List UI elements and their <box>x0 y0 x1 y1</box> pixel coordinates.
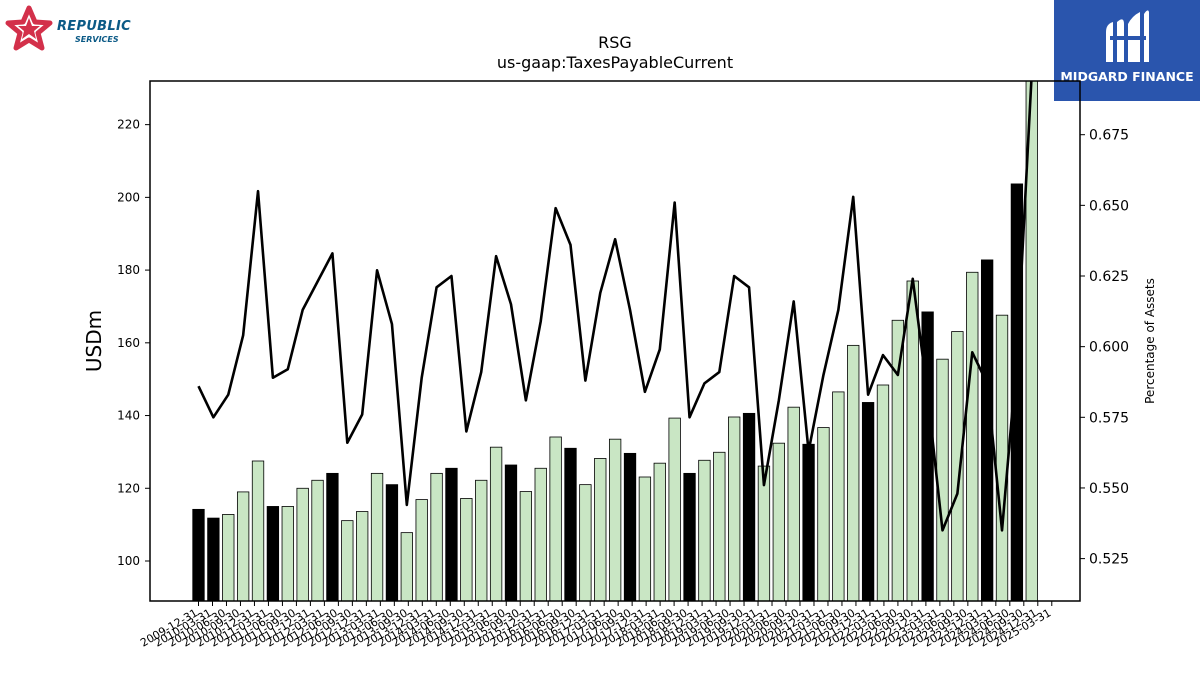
star-icon <box>5 5 53 51</box>
bar-2017-03-31 <box>623 452 637 601</box>
bar-2021-03-31 <box>861 402 875 601</box>
bar-2016-03-31 <box>564 447 577 601</box>
bar-2023-06-30 <box>995 314 1009 601</box>
bar-2010-12-31 <box>251 460 265 601</box>
republic-brand-text: REPUBLIC <box>57 19 131 34</box>
bar-2023-09-30 <box>1010 183 1024 601</box>
bar-2018-03-31 <box>683 472 696 601</box>
bar-2014-03-31 <box>445 467 458 601</box>
bar-2020-12-31 <box>847 344 860 601</box>
bar-2011-09-30 <box>296 487 309 601</box>
bar-2012-03-31 <box>326 472 339 601</box>
bar-2018-06-30 <box>698 459 711 601</box>
bar-2017-06-30 <box>638 476 652 601</box>
y2-tick-label: 0.575 <box>1089 410 1129 426</box>
bar-2013-09-30 <box>415 499 428 601</box>
bar-2012-06-30 <box>341 520 354 601</box>
bar-2014-09-30 <box>475 479 488 601</box>
bar-2010-03-31 <box>207 517 220 601</box>
bar-2022-06-30 <box>936 358 949 601</box>
bar-2020-09-30 <box>832 391 845 601</box>
bar-2016-06-30 <box>579 484 592 601</box>
bar-2015-09-30 <box>534 467 547 601</box>
y-tick-label: 120 <box>117 481 140 495</box>
line-series <box>197 81 1033 532</box>
republic-sub-text: SERVICES <box>75 35 119 44</box>
midgard-icon <box>1106 10 1149 62</box>
bar-2014-12-31 <box>489 446 503 601</box>
midgard-brand-text: MIDGARD FINANCE <box>1060 69 1194 84</box>
bar-2022-09-30 <box>951 331 964 601</box>
bar-2011-12-31 <box>311 479 324 601</box>
bar-2023-12-31 <box>1025 81 1038 601</box>
bar-2013-06-30 <box>400 532 413 601</box>
bar-2015-06-30 <box>519 491 533 601</box>
bar-2018-12-31 <box>728 416 741 601</box>
bar-2017-09-30 <box>653 462 666 601</box>
y2-axis: 0.525 0.550 0.575 0.600 0.625 0.650 0.675 <box>1080 128 1129 568</box>
bar-2018-09-30 <box>713 451 726 601</box>
y2-tick-label: 0.625 <box>1089 269 1129 285</box>
y-tick-label: 100 <box>117 554 140 568</box>
bar-2021-06-30 <box>876 384 890 601</box>
bar-2020-06-30 <box>817 427 830 601</box>
bar-2015-12-31 <box>549 436 562 601</box>
y-axis: 100 120 140 160 180 200 220 <box>117 118 150 568</box>
y2-tick-label: 0.550 <box>1089 481 1129 497</box>
bar-2015-03-31 <box>504 464 518 601</box>
bar-2019-09-30 <box>772 442 785 601</box>
bar-2020-03-31 <box>802 443 815 601</box>
y-tick-label: 160 <box>117 336 140 350</box>
y-tick-label: 200 <box>117 190 140 204</box>
midgard-finance-logo: MIDGARD FINANCE <box>1054 0 1200 101</box>
bar-2011-03-31 <box>266 506 280 601</box>
bar-2019-12-31 <box>787 406 800 601</box>
chart-title: RSG <box>598 33 632 52</box>
y-tick-label: 220 <box>117 118 140 132</box>
plot-frame <box>149 80 1081 602</box>
bar-2016-09-30 <box>594 458 607 601</box>
bar-2010-06-30 <box>222 514 235 601</box>
x-axis: 2009-12-312010-03-312010-06-302010-09-30… <box>138 601 1053 650</box>
bar-series <box>192 81 1038 601</box>
y2-axis-label: Percentage of Assets <box>1143 278 1157 404</box>
bar-2013-03-31 <box>385 484 399 601</box>
bar-2021-12-31 <box>906 280 919 601</box>
bar-2019-03-31 <box>742 412 756 601</box>
bar-2009-12-31 <box>192 508 205 601</box>
y2-tick-label: 0.600 <box>1089 340 1129 356</box>
bar-2014-06-30 <box>460 498 473 601</box>
bar-2021-09-30 <box>891 319 905 601</box>
bar-2010-09-30 <box>236 491 250 601</box>
y2-tick-label: 0.525 <box>1089 552 1129 568</box>
y2-tick-label: 0.650 <box>1089 198 1129 214</box>
chart-subtitle: us-gaap:TaxesPayableCurrent <box>497 53 733 72</box>
republic-services-logo: REPUBLIC SERVICES <box>4 4 144 54</box>
percentage-of-assets-line <box>197 81 1033 532</box>
y-tick-label: 180 <box>117 263 140 277</box>
bar-2011-06-30 <box>281 506 294 601</box>
bar-2016-12-31 <box>608 438 622 601</box>
bar-2019-06-30 <box>757 465 771 601</box>
bar-2022-12-31 <box>966 271 979 601</box>
y-tick-label: 140 <box>117 409 140 423</box>
bar-2012-12-31 <box>370 472 384 601</box>
y2-tick-label: 0.675 <box>1089 128 1129 144</box>
bar-2012-09-30 <box>356 511 369 601</box>
bar-2013-12-31 <box>430 472 443 601</box>
bar-2017-12-31 <box>668 417 681 601</box>
y-axis-label: USDm <box>82 310 106 372</box>
